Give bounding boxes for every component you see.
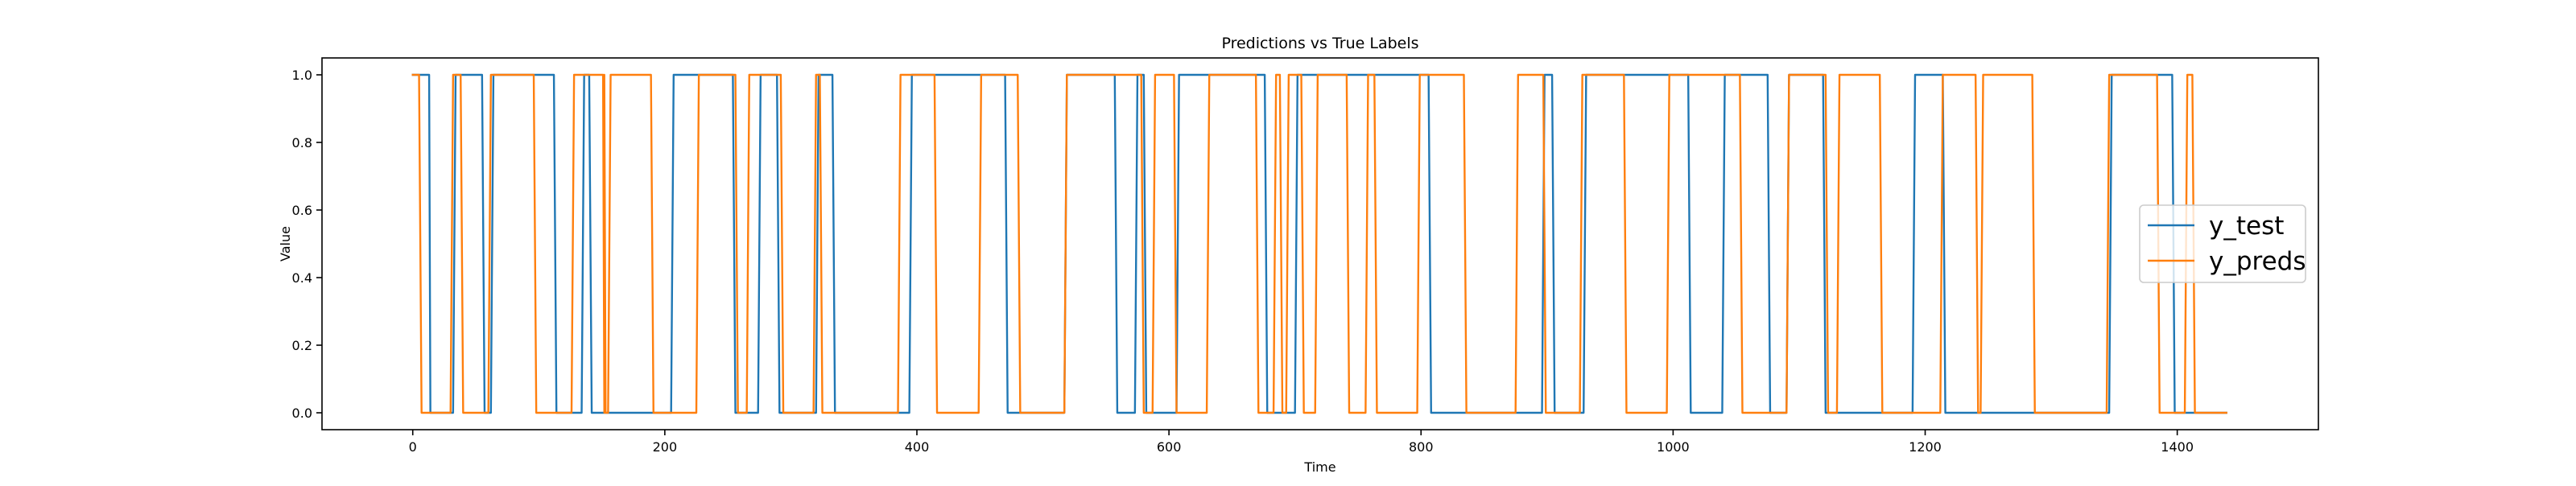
y-tick-label: 0.8 [292, 135, 312, 150]
y-tick-label: 0.6 [292, 203, 312, 218]
series-layer [411, 73, 2227, 414]
x-axis-label: Time [1303, 459, 1335, 475]
y-tick-label: 0.0 [292, 406, 312, 421]
x-tick-label: 1200 [1909, 439, 1942, 455]
legend: y_test y_preds [2139, 204, 2306, 283]
chart-title: Predictions vs True Labels [1221, 35, 1418, 52]
y-axis-ticks: 0.0 0.2 0.4 0.6 0.8 1.0 [292, 68, 322, 421]
legend-label-y-test: y_test [2209, 212, 2284, 241]
axes-frame [321, 57, 2319, 430]
series-line-y-preds [411, 73, 2227, 414]
x-tick-label: 600 [1157, 439, 1182, 455]
x-tick-label: 1400 [2161, 439, 2194, 455]
x-tick-label: 1000 [1657, 439, 1690, 455]
x-tick-label: 800 [1409, 439, 1434, 455]
x-axis-ticks: 0 200 400 600 800 1000 1200 1400 [409, 430, 2194, 455]
y-tick-label: 0.2 [292, 338, 312, 353]
y-tick-label: 1.0 [292, 68, 312, 83]
legend-label-y-preds: y_preds [2209, 247, 2306, 276]
x-tick-label: 0 [409, 439, 417, 455]
x-tick-label: 200 [653, 439, 678, 455]
y-tick-label: 0.4 [292, 270, 312, 286]
x-tick-label: 400 [905, 439, 930, 455]
y-axis-label: Value [278, 226, 293, 262]
